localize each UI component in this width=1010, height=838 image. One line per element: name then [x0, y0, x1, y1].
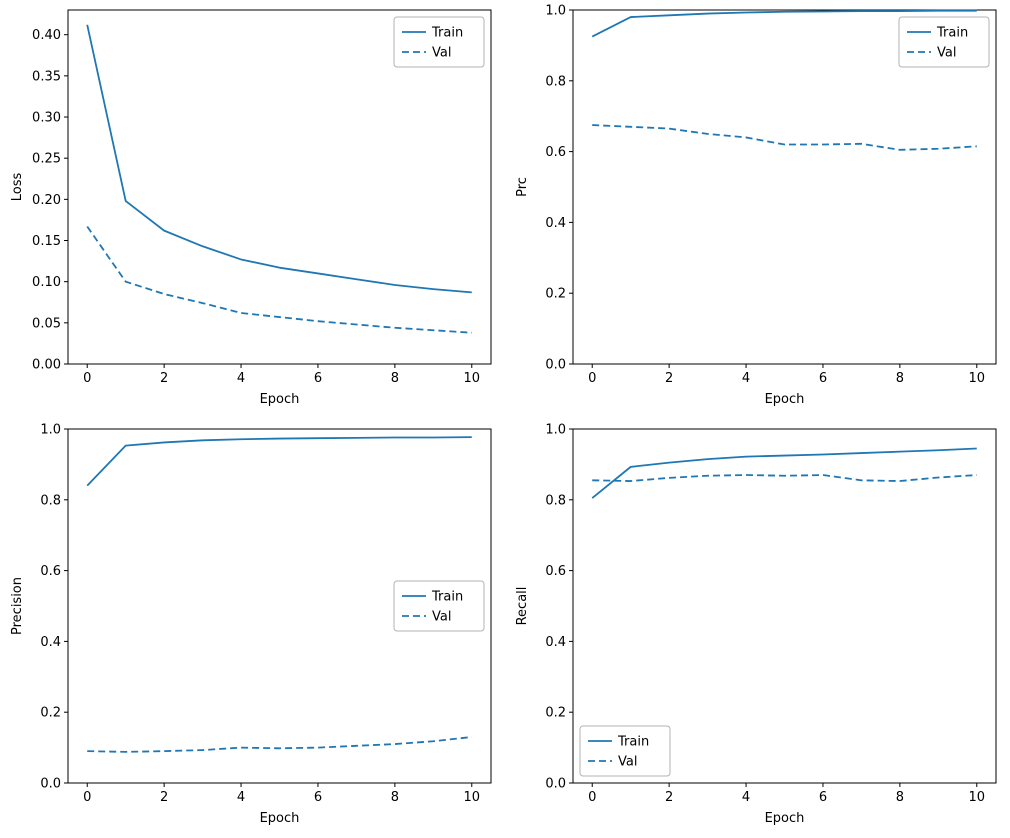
y-tick-label: 0.6: [545, 145, 566, 160]
legend-label-val: Val: [618, 755, 637, 770]
y-tick-label: 0.2: [40, 706, 61, 721]
y-tick-label: 0.0: [545, 777, 566, 792]
legend-label-val: Val: [937, 46, 956, 61]
y-tick-label: 0.10: [32, 275, 61, 290]
x-tick-label: 2: [160, 790, 168, 805]
y-tick-label: 0.30: [32, 111, 61, 126]
x-tick-label: 6: [819, 790, 827, 805]
x-tick-label: 6: [314, 371, 322, 386]
axes-spines: [572, 428, 997, 784]
x-tick-label: 2: [160, 371, 168, 386]
x-tick-label: 2: [665, 790, 673, 805]
y-tick-label: 0.2: [545, 287, 566, 302]
chart-precision: 0 2 4 6 8 10 0.0 0.2 0.4 0.6 0.8 1.0 Epoch Precision T…: [0, 419, 505, 838]
chart-canvas-precision: 0 2 4 6 8 10 0.0 0.2 0.4 0.6 0.8 1.0 Epoch Precision T…: [10, 423, 492, 826]
x-tick-label: 8: [896, 371, 904, 386]
legend-box: [579, 725, 671, 777]
series-train-line: [591, 447, 977, 499]
y-tick-label: 1.0: [40, 423, 61, 438]
y-tick-label: 1.0: [545, 4, 566, 19]
x-tick-label: 0: [83, 371, 91, 386]
axes-spines: [572, 9, 997, 365]
x-tick-label: 6: [314, 790, 322, 805]
legend-box: [393, 580, 485, 632]
y-tick-label: 0.35: [32, 69, 61, 84]
x-tick-label: 6: [819, 371, 827, 386]
x-tick-label: 4: [237, 371, 245, 386]
y-tick-label: 0.8: [545, 74, 566, 89]
x-tick-label: 4: [742, 371, 750, 386]
x-tick-label: 4: [742, 790, 750, 805]
y-tick-label: 0.6: [545, 564, 566, 579]
chart-prc: 0 2 4 6 8 10 0.0 0.2 0.4 0.6 0.8 1.0 Epoch Prc Train Va…: [505, 0, 1010, 419]
y-tick-label: 0.15: [32, 234, 61, 249]
y-tick-label: 0.20: [32, 193, 61, 208]
x-axis-label: Epoch: [765, 811, 805, 826]
y-tick-label: 0.4: [40, 635, 61, 650]
chart-canvas-loss: 0 2 4 6 8 10 0.00 0.05 0.10 0.15 0.20 0.25 0.30 0.35 0…: [10, 9, 492, 407]
y-tick-label: 0.8: [545, 493, 566, 508]
y-tick-label: 0.2: [545, 706, 566, 721]
y-tick-label: 1.0: [545, 423, 566, 438]
y-axis-label: Recall: [515, 587, 530, 626]
y-tick-label: 0.0: [40, 777, 61, 792]
y-tick-label: 0.4: [545, 635, 566, 650]
y-tick-label: 0.05: [32, 316, 61, 331]
x-tick-label: 10: [968, 371, 985, 386]
series-train-line: [86, 436, 472, 487]
x-axis-label: Epoch: [260, 811, 300, 826]
x-tick-label: 0: [588, 790, 596, 805]
x-tick-label: 0: [83, 790, 91, 805]
legend-label-val: Val: [432, 610, 451, 625]
x-tick-label: 4: [237, 790, 245, 805]
legend-label-train: Train: [617, 735, 649, 750]
x-axis-label: Epoch: [765, 392, 805, 407]
y-tick-label: 0.0: [545, 358, 566, 373]
series-val-line: [86, 226, 472, 334]
x-tick-label: 10: [463, 790, 480, 805]
y-tick-label: 0.4: [545, 216, 566, 231]
axes-spines: [67, 9, 492, 365]
y-tick-label: 0.8: [40, 493, 61, 508]
x-tick-label: 8: [391, 790, 399, 805]
y-axis-label: Loss: [10, 173, 25, 202]
legend-label-train: Train: [431, 26, 463, 41]
legend-label-val: Val: [432, 46, 451, 61]
legend-label-train: Train: [936, 26, 968, 41]
series-val-line: [592, 474, 977, 482]
x-tick-label: 8: [391, 371, 399, 386]
chart-canvas-recall: 0 2 4 6 8 10 0.0 0.2 0.4 0.6 0.8 1.0 Epoch Recall Trai…: [515, 423, 997, 826]
y-axis-label: Precision: [10, 577, 25, 635]
chart-recall: 0 2 4 6 8 10 0.0 0.2 0.4 0.6 0.8 1.0 Epoch Recall Trai…: [505, 419, 1010, 838]
y-tick-label: 0.6: [40, 564, 61, 579]
x-tick-label: 2: [665, 371, 673, 386]
legend-box: [393, 16, 485, 68]
series-train-line: [591, 9, 977, 38]
chart-canvas-prc: 0 2 4 6 8 10 0.0 0.2 0.4 0.6 0.8 1.0 Epoch Prc Train Va…: [515, 4, 997, 407]
y-tick-label: 0.40: [32, 28, 61, 43]
y-axis-label: Prc: [515, 177, 530, 197]
series-val-line: [87, 736, 472, 753]
chart-loss: 0 2 4 6 8 10 0.00 0.05 0.10 0.15 0.20 0.25 0.30 0.35 0…: [0, 0, 505, 419]
x-tick-label: 10: [463, 371, 480, 386]
x-tick-label: 10: [968, 790, 985, 805]
legend-label-train: Train: [431, 590, 463, 605]
x-tick-label: 0: [588, 371, 596, 386]
series-val-line: [592, 124, 977, 151]
y-tick-label: 0.25: [32, 152, 61, 167]
x-axis-label: Epoch: [260, 392, 300, 407]
x-tick-label: 8: [896, 790, 904, 805]
legend-box: [898, 16, 990, 68]
y-tick-label: 0.00: [32, 358, 61, 373]
series-train-line: [86, 24, 472, 294]
